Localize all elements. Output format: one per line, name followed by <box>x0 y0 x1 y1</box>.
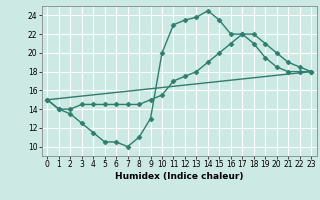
X-axis label: Humidex (Indice chaleur): Humidex (Indice chaleur) <box>115 172 244 181</box>
